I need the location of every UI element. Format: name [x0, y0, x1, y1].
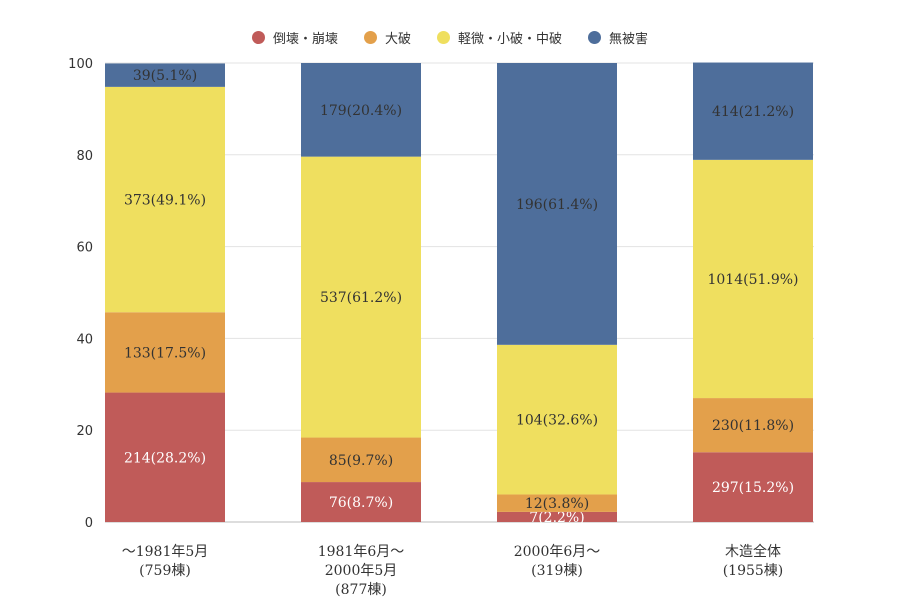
bar-segment	[105, 392, 225, 522]
bar-segment	[497, 494, 617, 512]
data-label: 414(21.2%)	[712, 104, 794, 120]
legend-marker-icon	[588, 31, 602, 44]
x-tick-label: (1955棟)	[723, 563, 784, 579]
y-tick-label: 0	[85, 516, 93, 531]
legend-item[interactable]: 倒壊・崩壊	[251, 28, 338, 47]
legend-marker-icon	[363, 31, 377, 44]
bar-segment	[301, 437, 421, 483]
legend: 倒壊・崩壊 大破 軽微・小破・中破 無被害	[0, 28, 900, 47]
bar-segment	[497, 511, 617, 522]
bar-segment	[301, 482, 421, 522]
data-label: 230(11.8%)	[712, 418, 794, 434]
data-label: 7(2.2%)	[529, 510, 584, 526]
legend-item[interactable]: 軽微・小破・中破	[437, 28, 562, 47]
bar-segment	[693, 398, 813, 453]
legend-marker-icon	[251, 31, 265, 44]
bar-segment	[301, 156, 421, 438]
data-label: 76(8.7%)	[329, 495, 393, 511]
bar-segment	[105, 312, 225, 393]
data-label: 196(61.4%)	[516, 197, 598, 213]
legend-label: 軽微・小破・中破	[458, 32, 563, 47]
y-tick-label: 20	[76, 424, 93, 439]
x-tick-label: 2000年5月	[325, 563, 398, 579]
data-label: 85(9.7%)	[329, 453, 393, 469]
bar-segment	[693, 159, 813, 399]
legend-item[interactable]: 無被害	[588, 28, 648, 47]
x-tick-label: 1981年6月～	[318, 544, 405, 560]
x-tick-label: (877棟)	[335, 582, 387, 598]
data-label: 179(20.4%)	[320, 103, 402, 119]
x-tick-label: 2000年6月～	[514, 544, 601, 560]
data-label: 104(32.6%)	[516, 413, 598, 429]
y-tick-label: 40	[76, 332, 93, 347]
bar-segment	[105, 63, 225, 87]
x-tick-label: (759棟)	[139, 563, 191, 579]
data-label: 133(17.5%)	[124, 345, 206, 361]
data-label: 373(49.1%)	[124, 193, 206, 209]
data-label: 297(15.2%)	[712, 480, 794, 496]
bar-segment	[105, 86, 225, 313]
y-tick-label: 60	[76, 241, 93, 256]
data-label: 537(61.2%)	[320, 290, 402, 306]
data-label: 39(5.1%)	[133, 68, 197, 84]
data-label: 12(3.8%)	[525, 496, 589, 512]
bar-segment	[693, 452, 813, 522]
data-label: 1014(51.9%)	[707, 272, 798, 288]
x-tick-label: ～1981年5月	[122, 544, 209, 560]
bar-segment	[301, 63, 421, 157]
y-tick-label: 80	[76, 149, 93, 164]
y-tick-label: 100	[68, 57, 93, 72]
legend-label: 大破	[384, 32, 411, 47]
bar-segment	[497, 63, 617, 345]
bar-segment	[497, 344, 617, 495]
legend-label: 無被害	[609, 32, 649, 47]
bar-segment	[693, 62, 813, 160]
legend-marker-icon	[437, 31, 450, 44]
legend-label: 倒壊・崩壊	[272, 32, 338, 47]
x-tick-label: (319棟)	[531, 563, 583, 579]
x-tick-label: 木造全体	[725, 543, 781, 560]
data-label: 214(28.2%)	[124, 450, 206, 466]
legend-item[interactable]: 大破	[363, 28, 411, 47]
